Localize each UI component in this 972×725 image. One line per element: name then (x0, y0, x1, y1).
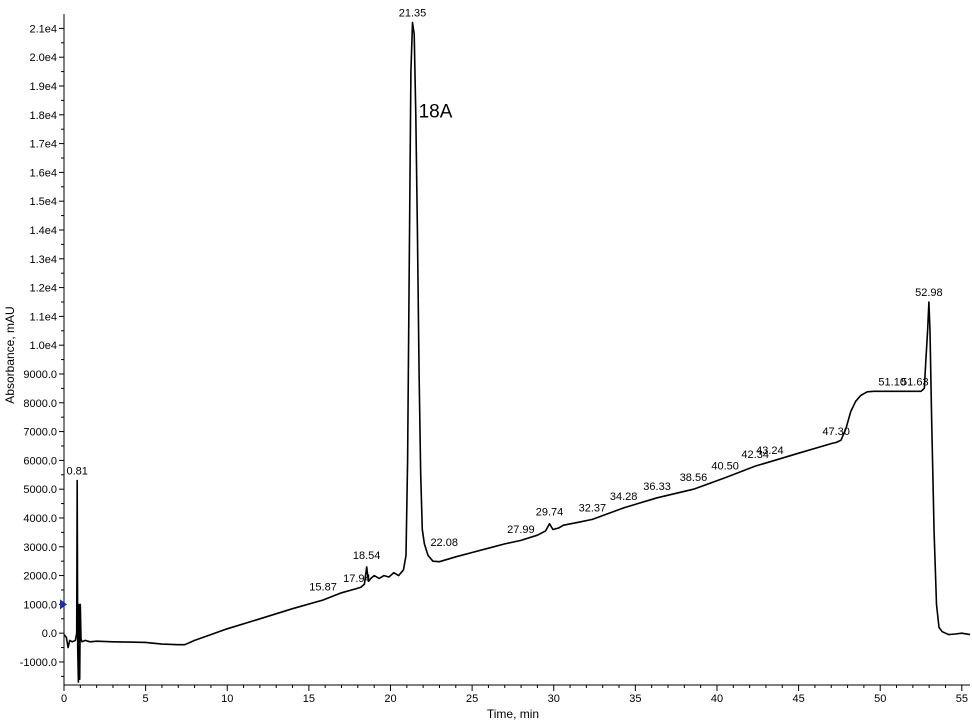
peak-label: 36.33 (643, 481, 671, 493)
peak-label: 18.54 (353, 550, 381, 562)
y-tick-label: 1.7e4 (29, 139, 57, 151)
y-tick-label: 1.0e4 (29, 340, 57, 352)
x-tick-label: 30 (548, 693, 560, 705)
y-tick-label: -1000.0 (20, 657, 57, 669)
peak-label: 47.30 (822, 426, 850, 438)
x-tick-label: 45 (792, 693, 804, 705)
peak-label: 29.74 (536, 507, 564, 519)
peak-label: 27.99 (507, 524, 535, 536)
y-tick-label: 1.1e4 (29, 311, 57, 323)
peak-label: 17.94 (343, 573, 371, 585)
x-axis-title: Time, min (487, 707, 539, 720)
y-axis-title: Absorbance, mAU (3, 306, 17, 403)
y-tick-label: 8000.0 (23, 398, 57, 410)
x-tick-label: 15 (303, 693, 315, 705)
chromatogram-trace (63, 21, 971, 683)
peak-label: 38.56 (680, 472, 708, 484)
peak-label: 51.10 (878, 376, 906, 388)
x-tick-label: 35 (629, 693, 641, 705)
x-tick-label: 10 (221, 693, 233, 705)
peak-label: 40.50 (711, 461, 739, 473)
x-tick-label: 0 (61, 693, 67, 705)
peak-label: 34.28 (610, 491, 638, 503)
y-tick-label: 1.9e4 (29, 81, 57, 93)
y-tick-label: 1.8e4 (29, 110, 57, 122)
peak-label: 0.81 (67, 466, 88, 478)
x-tick-label: 5 (143, 693, 149, 705)
y-tick-label: 3000.0 (23, 542, 57, 554)
x-tick-label: 55 (956, 693, 968, 705)
y-tick-label: 1.2e4 (29, 283, 57, 295)
y-tick-label: 1.6e4 (29, 167, 57, 179)
y-tick-label: 0.0 (42, 628, 57, 640)
x-tick-label: 50 (874, 693, 886, 705)
peak-label: 52.98 (915, 287, 943, 299)
y-tick-label: 2.0e4 (29, 52, 57, 64)
x-tick-label: 40 (711, 693, 723, 705)
y-tick-label: 1.3e4 (29, 254, 57, 266)
y-tick-label: 5000.0 (23, 484, 57, 496)
y-tick-label: 9000.0 (23, 369, 57, 381)
y-tick-label: 6000.0 (23, 455, 57, 467)
y-tick-label: 4000.0 (23, 513, 57, 525)
peak-label: 22.08 (430, 537, 458, 549)
peak-label: 42.34 (741, 449, 769, 461)
peak-label: 32.37 (579, 502, 607, 514)
peak-label: 21.35 (399, 8, 427, 20)
peak-label: 15.87 (309, 582, 337, 594)
y-tick-label: 1.4e4 (29, 225, 57, 237)
peak-label: 51.63 (901, 376, 929, 388)
y-tick-label: 7000.0 (23, 427, 57, 439)
x-tick-label: 20 (384, 693, 396, 705)
x-tick-label: 25 (466, 693, 478, 705)
compound-annotation: 18A (419, 102, 453, 123)
peak-label: 43.24 (756, 445, 784, 457)
y-tick-label: 2.1e4 (29, 23, 57, 35)
y-tick-label: 1.5e4 (29, 196, 57, 208)
y-tick-label: 1000.0 (23, 599, 57, 611)
baseline-marker-icon (60, 599, 67, 610)
y-tick-label: 2000.0 (23, 571, 57, 583)
